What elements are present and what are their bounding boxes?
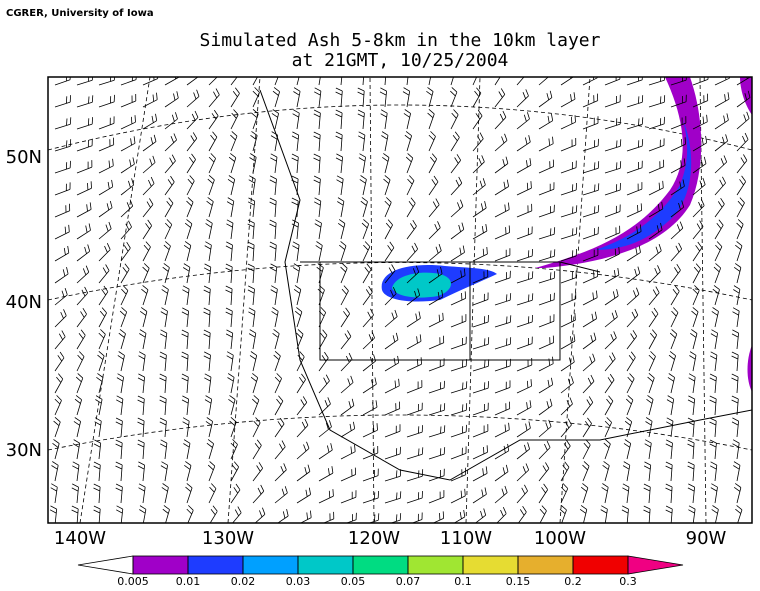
subtitle: at 21GMT, 10/25/2004 [292, 50, 509, 71]
colorbar-segment [187, 555, 244, 575]
lon-label: 110W [440, 528, 492, 549]
ash-plume-core [595, 120, 692, 250]
colorbar-label: 0.01 [176, 575, 201, 587]
colorbar-label: 0.02 [231, 575, 256, 587]
colorbar-segment [297, 555, 354, 575]
lat-label: 40N [6, 292, 42, 313]
lat-label: 30N [6, 440, 42, 461]
ash-plume-edge [747, 345, 752, 392]
colorbar: 0.005 0.01 0.02 0.03 0.05 0.07 0.1 0.15 0.2 0.3 [77, 555, 684, 588]
colorbar-label: 0.1 [454, 575, 472, 587]
title: Simulated Ash 5-8km in the 10km layer [200, 30, 601, 51]
map-frame [47, 76, 753, 524]
colorbar-label: 0.005 [117, 575, 149, 587]
colorbar-label: 0.03 [286, 575, 311, 587]
colorbar-label: 0.15 [506, 575, 531, 587]
colorbar-label: 0.2 [564, 575, 582, 587]
colorbar-label: 0.05 [341, 575, 366, 587]
colorbar-segment [132, 555, 189, 575]
colorbar-segment [352, 555, 409, 575]
colorbar-segment [407, 555, 464, 575]
lon-label: 130W [202, 528, 254, 549]
lon-label: 120W [348, 528, 400, 549]
colorbar-segment [242, 555, 299, 575]
lon-label: 100W [534, 528, 586, 549]
colorbar-arrow [627, 555, 684, 575]
colorbar-segment [462, 555, 519, 575]
colorbar-arrow [77, 555, 134, 575]
map [48, 77, 752, 523]
lon-label: 90W [686, 528, 727, 549]
lon-label: 140W [54, 528, 106, 549]
wind-barb-set [49, 77, 751, 523]
colorbar-segment [572, 555, 629, 575]
boundaries [259, 89, 752, 481]
lat-label: 50N [6, 147, 42, 168]
ash-cloud-core [392, 272, 452, 298]
wind-barbs [49, 77, 751, 523]
colorbar-label: 0.3 [619, 575, 637, 587]
colorbar-label: 0.07 [396, 575, 421, 587]
colorbar-segment [517, 555, 574, 575]
credit: CGRER, University of Iowa [6, 8, 154, 19]
axes: 50N 40N 30N 140W 130W 120W 110W 100W 90W [6, 147, 727, 549]
